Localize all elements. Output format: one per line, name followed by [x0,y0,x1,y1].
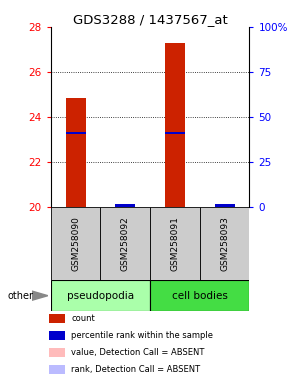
Text: count: count [71,314,95,323]
Bar [51,280,150,311]
Bar [66,98,86,207]
Bar [115,204,135,207]
Bar [150,280,249,311]
Text: GSM258090: GSM258090 [71,217,80,271]
Bar [200,207,249,280]
Bar [165,132,185,134]
Text: cell bodies: cell bodies [172,291,228,301]
Bar [215,204,235,207]
Text: pseudopodia: pseudopodia [67,291,134,301]
Bar [66,132,86,134]
Text: value, Detection Call = ABSENT: value, Detection Call = ABSENT [71,348,204,357]
Title: GDS3288 / 1437567_at: GDS3288 / 1437567_at [73,13,227,26]
Bar [51,207,100,280]
Text: percentile rank within the sample: percentile rank within the sample [71,331,213,340]
Text: GSM258092: GSM258092 [121,217,130,271]
Bar [100,207,150,280]
Text: GSM258091: GSM258091 [171,217,180,271]
Text: GSM258093: GSM258093 [220,217,229,271]
Polygon shape [32,291,48,300]
Text: other: other [7,291,33,301]
Bar [150,207,200,280]
Bar [165,43,185,207]
Text: rank, Detection Call = ABSENT: rank, Detection Call = ABSENT [71,365,200,374]
